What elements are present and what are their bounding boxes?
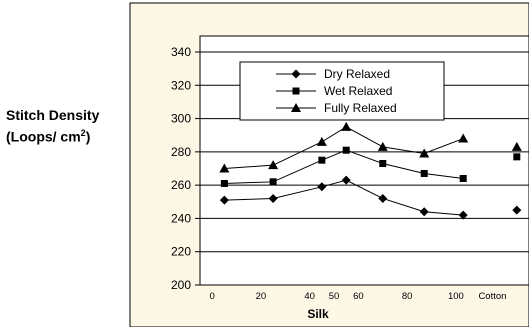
data-point-fully-relaxed-3 (341, 121, 352, 131)
series-dry-relaxed (219, 175, 522, 220)
data-point-wet-relaxed-2 (318, 156, 326, 164)
legend-marker-fully-relaxed (291, 103, 301, 112)
data-point-fully-relaxed-5 (419, 148, 430, 158)
series-fully-relaxed (219, 121, 522, 173)
legend-label-wet-relaxed: Wet Relaxed (324, 84, 392, 98)
data-point-wet-relaxed-3 (342, 146, 350, 154)
y-tick-label-320: 320 (171, 78, 191, 92)
data-point-fully-relaxed-6 (458, 133, 469, 143)
data-point-fully-relaxed-2 (316, 136, 327, 146)
data-point-wet-relaxed-1 (269, 178, 277, 186)
y-axis-title-units-close: ) (85, 128, 91, 145)
legend-label-dry-relaxed: Dry Relaxed (324, 67, 390, 81)
y-axis-ticks: 200 220 240 260 280 300 320 340 (171, 45, 200, 292)
x-tick-label-cotton: Cotton (478, 291, 506, 302)
data-point-fully-relaxed-1 (268, 160, 279, 170)
data-point-wet-relaxed-4 (379, 160, 387, 168)
x-axis-ticks: 0 20 40 50 60 80 100 Cotton (210, 291, 507, 302)
legend-marker-wet-relaxed (292, 87, 300, 95)
data-point-fully-relaxed-7 (511, 141, 522, 151)
x-tick-label-40: 40 (304, 291, 315, 302)
x-tick-label-100: 100 (448, 291, 464, 302)
x-tick-label-50: 50 (329, 291, 340, 302)
data-point-wet-relaxed-6 (459, 174, 467, 182)
y-axis-title-units: (Loops/ cm (6, 128, 81, 145)
y-tick-label-300: 300 (171, 112, 191, 126)
y-tick-label-340: 340 (171, 45, 191, 59)
series-group (219, 121, 522, 220)
data-point-dry-relaxed-2 (317, 182, 327, 192)
legend-box (239, 61, 445, 121)
y-tick-label-220: 220 (171, 245, 191, 259)
data-point-dry-relaxed-6 (458, 210, 468, 220)
data-point-dry-relaxed-5 (419, 207, 429, 217)
data-point-dry-relaxed-1 (268, 193, 278, 203)
data-point-wet-relaxed-5 (420, 169, 428, 177)
x-tick-label-80: 80 (402, 291, 413, 302)
legend-label-fully-relaxed: Fully Relaxed (324, 101, 397, 115)
data-point-fully-relaxed-4 (377, 141, 388, 151)
y-axis-title-units-exponent: 2 (80, 128, 86, 138)
y-tick-label-240: 240 (171, 211, 191, 225)
series-wet-relaxed (220, 146, 521, 187)
data-point-dry-relaxed-3 (341, 175, 351, 185)
data-point-dry-relaxed-7 (512, 205, 522, 215)
y-axis-title: Stitch Density (Loops/ cm2) (6, 106, 99, 146)
legend: Dry Relaxed Wet Relaxed Fully Relaxed (239, 61, 445, 121)
x-tick-label-0: 0 (210, 291, 215, 302)
y-tick-label-280: 280 (171, 145, 191, 159)
y-tick-label-200: 200 (171, 278, 191, 292)
y-tick-label-260: 260 (171, 178, 191, 192)
x-tick-label-60: 60 (353, 291, 364, 302)
data-point-wet-relaxed-0 (220, 179, 228, 187)
data-point-dry-relaxed-4 (378, 193, 388, 203)
data-point-fully-relaxed-0 (219, 163, 230, 173)
data-point-wet-relaxed-7 (513, 153, 521, 161)
x-axis-title: Silk (307, 307, 329, 321)
data-point-dry-relaxed-0 (219, 195, 229, 205)
y-axis-title-line1: Stitch Density (6, 107, 100, 123)
legend-marker-dry-relaxed (291, 69, 301, 79)
x-tick-label-20: 20 (256, 291, 267, 302)
y-axis-title-line2: (Loops/ cm2) (6, 124, 99, 146)
